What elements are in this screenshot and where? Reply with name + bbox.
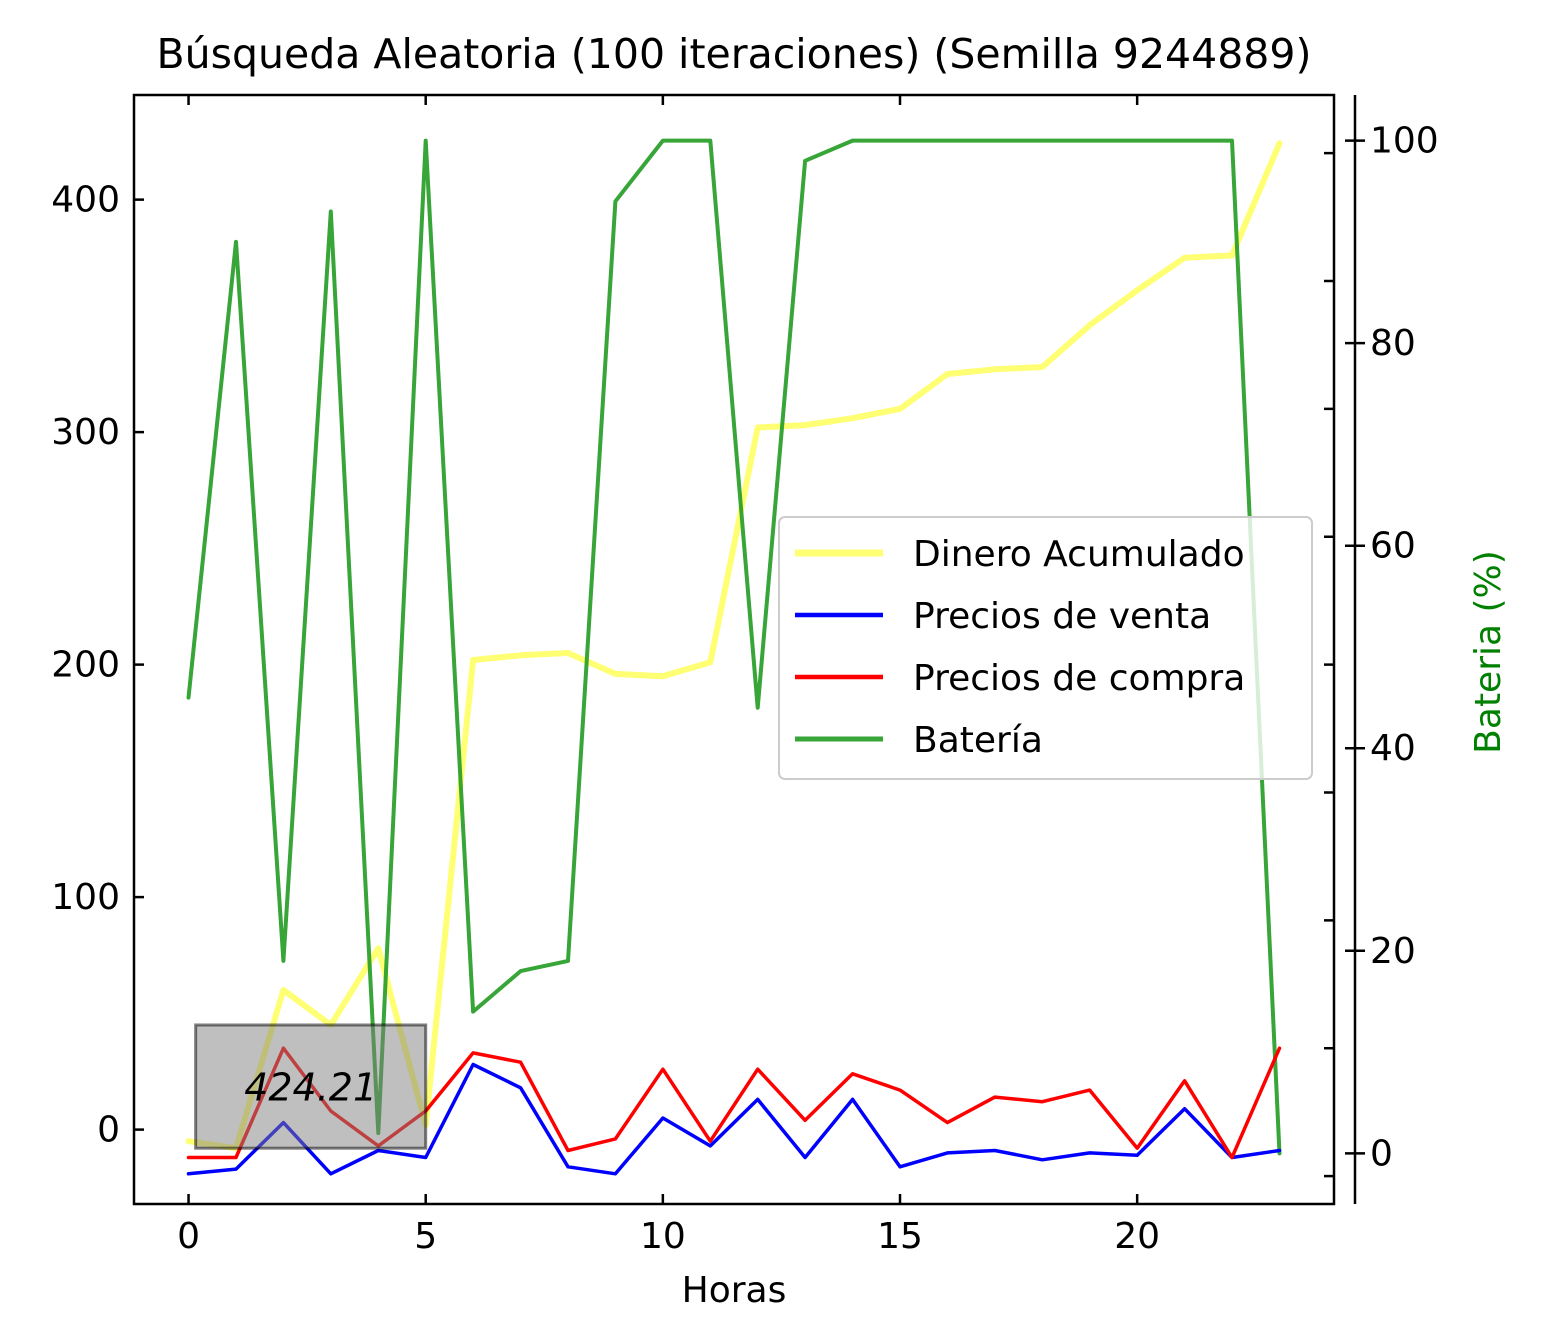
legend-frame	[778, 516, 1313, 780]
y2-tick-label: 40	[1370, 728, 1416, 769]
plot-content: 424.21	[185, 138, 1283, 1176]
y-tick-label: 100	[51, 877, 120, 918]
y-tick-label: 200	[51, 645, 120, 686]
x-tick-label: 20	[1114, 1216, 1160, 1257]
series-line-bateria	[186, 138, 1282, 1156]
x-tick-label: 15	[877, 1216, 923, 1257]
y-tick-label: 300	[51, 412, 120, 453]
y-axis-right: 0 20 40 60 80 100	[1324, 95, 1439, 1204]
legend-label-dinero-acumulado: Dinero Acumulado	[913, 534, 1245, 575]
x-tick-label: 10	[640, 1216, 686, 1257]
plot-frame	[132, 93, 1336, 1206]
y2-axis-label: Bateria (%)	[1468, 550, 1509, 754]
legend-label-precios-de-compra: Precios de compra	[913, 658, 1245, 699]
legend-label-precios-de-venta: Precios de venta	[913, 596, 1211, 637]
y2-tick-label: 0	[1370, 1133, 1393, 1174]
y2-tick-label: 80	[1370, 323, 1416, 364]
series-line-precios-de-venta	[186, 1062, 1282, 1176]
x-tick-label: 5	[414, 1216, 437, 1257]
y-axis-left: 0 100 200 300 400	[51, 180, 144, 1151]
legend-label-bateria: Batería	[913, 720, 1043, 761]
x-axis: 0 5 10 15 20	[177, 95, 1160, 1257]
x-tick-label: 0	[177, 1216, 200, 1257]
y2-tick-label: 20	[1370, 931, 1416, 972]
annotation-box	[194, 1023, 428, 1150]
chart-title: Búsqueda Aleatoria (100 iteraciones) (Se…	[157, 30, 1312, 78]
legend: Dinero Acumulado Precios de venta Precios …	[778, 516, 1313, 780]
annotation-text: 424.21	[244, 1066, 377, 1110]
y2-tick-label: 60	[1370, 526, 1416, 567]
y-tick-label: 0	[97, 1110, 120, 1151]
x-axis-label: Horas	[682, 1270, 787, 1311]
y-tick-label: 400	[51, 180, 120, 221]
y2-tick-label: 100	[1370, 121, 1439, 162]
